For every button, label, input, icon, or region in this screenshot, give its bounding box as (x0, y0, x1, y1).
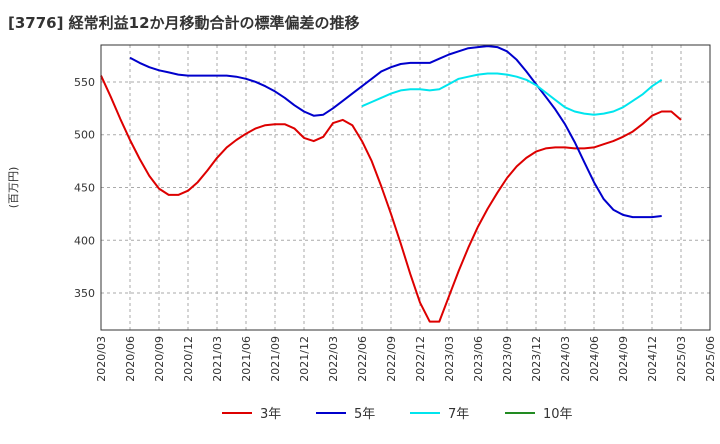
x-tick-label: 2022/09 (385, 336, 398, 382)
chart-title: [3776] 経常利益12か月移動合計の標準偏差の推移 (8, 14, 360, 32)
x-tick-label: 2024/06 (588, 336, 601, 382)
y-tick-label: 500 (74, 129, 95, 142)
series-lines (100, 45, 682, 323)
y-tick-label: 550 (74, 76, 95, 89)
x-tick-labels: 2020/03 2020/06 2020/09 2020/12 2021/03 2021/… (95, 336, 717, 382)
x-tick-label: 2023/03 (443, 336, 456, 382)
y-tick-label: 400 (74, 234, 95, 247)
y-tick-label: 350 (74, 287, 95, 300)
x-tick-label: 2020/12 (182, 336, 195, 382)
x-tick-label: 2024/09 (617, 336, 630, 382)
x-tick-label: 2024/03 (559, 336, 572, 382)
legend: 3年 5年 7年 10年 (222, 407, 573, 422)
x-tick-label: 2021/09 (269, 336, 282, 382)
legend-label-1: 3年 (260, 407, 281, 422)
x-tick-label: 2024/12 (646, 336, 659, 382)
y-tick-labels: 350 400 450 500 550 (74, 76, 95, 300)
legend-label-4: 10年 (543, 407, 573, 422)
y-tick-label: 450 (74, 182, 95, 195)
x-tick-label: 2021/06 (240, 336, 253, 382)
legend-label-2: 5年 (354, 407, 375, 422)
series-line-2 (129, 45, 662, 219)
x-tick-label: 2020/06 (124, 336, 137, 382)
x-tick-label: 2022/06 (356, 336, 369, 382)
x-tick-label: 2022/03 (327, 336, 340, 382)
x-tick-label: 2022/12 (414, 336, 427, 382)
x-tick-label: 2025/06 (704, 336, 717, 382)
x-tick-label: 2023/06 (472, 336, 485, 382)
y-axis-label: (百万円) (7, 167, 20, 209)
x-tick-label: 2025/03 (675, 336, 688, 382)
plot-frame (100, 44, 711, 331)
series-line-1 (100, 75, 682, 323)
x-tick-label: 2021/03 (211, 336, 224, 382)
legend-label-3: 7年 (448, 407, 469, 422)
x-tick-label: 2020/09 (153, 336, 166, 382)
x-tick-label: 2023/12 (530, 336, 543, 382)
x-tick-label: 2021/12 (298, 336, 311, 382)
x-tick-label: 2023/09 (501, 336, 514, 382)
x-tick-label: 2020/03 (95, 336, 108, 382)
series-line-3 (361, 72, 663, 116)
